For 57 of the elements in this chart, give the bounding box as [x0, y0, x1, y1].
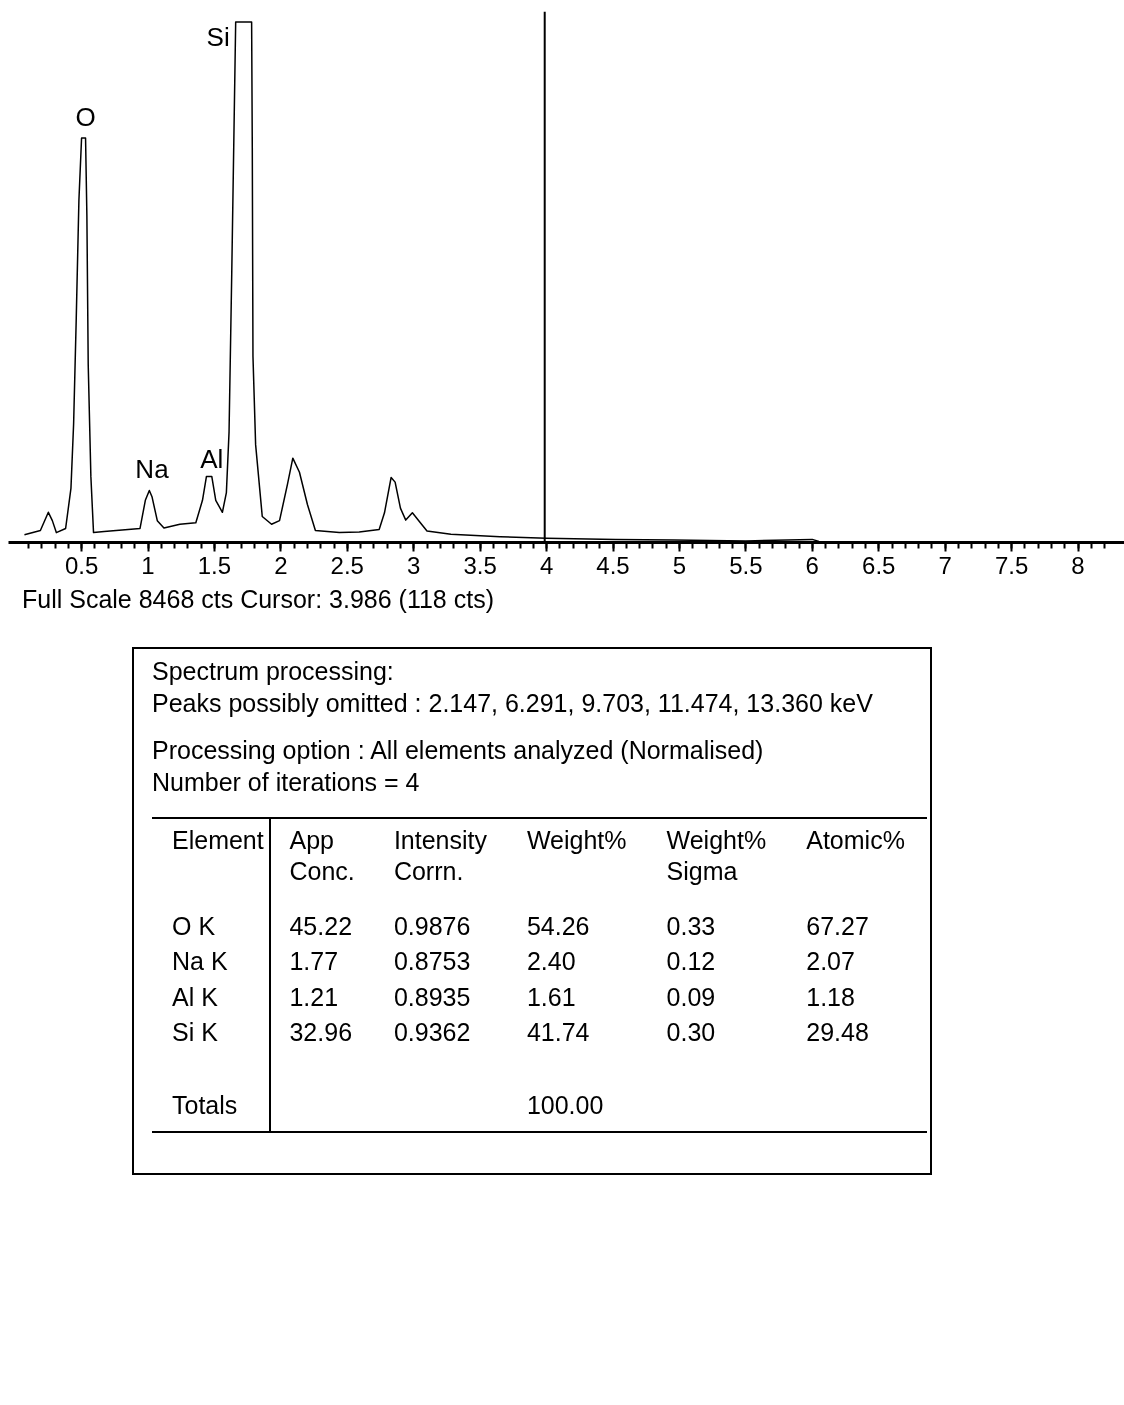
category-label: Weight%: [525, 824, 628, 856]
x-tick-label: 3: [407, 551, 421, 579]
x-tick-label: 4.5: [596, 551, 630, 579]
text: Processing option : All elements analyzed (Normalised): [152, 734, 765, 766]
annotation: Si: [206, 21, 230, 52]
text: 0.9362: [393, 1017, 471, 1046]
text: Peaks possibly omitted : 2.147, 6.291, 9.703, 11.474, 13.360 keV: [152, 688, 874, 720]
text: Number of iterations = 4: [152, 767, 421, 799]
category-label: Intensity Corrn.: [392, 824, 488, 887]
x-tick-label: 0.5: [64, 551, 99, 579]
x-tick-label: 6: [805, 551, 819, 579]
text: 29.48: [806, 1017, 869, 1046]
category-label: Si K: [172, 1017, 218, 1046]
category-label: Totals: [172, 1091, 238, 1120]
text: 2.07: [806, 947, 855, 976]
text: 1.77: [289, 947, 339, 976]
text: 0.8935: [393, 982, 471, 1011]
annotation: Na: [135, 454, 170, 485]
category-label: O K: [172, 912, 216, 941]
text: 1.21: [289, 982, 339, 1011]
x-tick-label: 2.5: [330, 551, 364, 579]
category-label: Weight% Sigma: [665, 824, 768, 887]
category-label: Atomic%: [805, 824, 906, 856]
text: 2.40: [526, 947, 576, 976]
text: 54.26: [526, 912, 590, 941]
annotation: Al: [200, 444, 224, 475]
x-tick-label: 7.5: [994, 551, 1029, 579]
text: 0.09: [666, 982, 716, 1011]
text: 67.27: [806, 912, 869, 941]
text: 1.18: [806, 982, 855, 1011]
x-tick-label: 1.5: [197, 551, 232, 579]
category-label: Na K: [172, 947, 228, 976]
text: 0.9876: [393, 912, 471, 941]
text: 0.8753: [393, 947, 471, 976]
text: Element: [152, 817, 271, 910]
x-tick-label: 8: [1071, 551, 1085, 579]
text: 41.74: [526, 1017, 590, 1046]
text: 45.22: [289, 912, 353, 941]
text: 32.96: [289, 1017, 353, 1046]
x-tick-label: 1: [141, 551, 155, 579]
text: 100.00: [526, 1091, 604, 1120]
x-tick-label: 6.5: [862, 551, 896, 579]
text: Full Scale 8468 cts Cursor: 3.986 (118 cts): [22, 584, 494, 615]
x-tick-label: 7: [938, 551, 952, 579]
text: 0.30: [666, 1017, 716, 1046]
text: 1.61: [526, 982, 576, 1011]
text: 0.12: [666, 947, 716, 976]
text: Spectrum processing:: [152, 655, 395, 687]
x-tick-label: 5: [672, 551, 687, 579]
annotation: O: [75, 102, 96, 132]
x-tick-label: 2: [274, 551, 288, 579]
category-label: Al K: [172, 982, 218, 1011]
x-tick-label: 5.5: [729, 551, 763, 579]
x-tick-label: 4: [539, 551, 554, 579]
category-label: App Conc.: [288, 824, 356, 887]
text: 0.33: [666, 912, 716, 941]
x-tick-label: 3.5: [463, 551, 497, 579]
